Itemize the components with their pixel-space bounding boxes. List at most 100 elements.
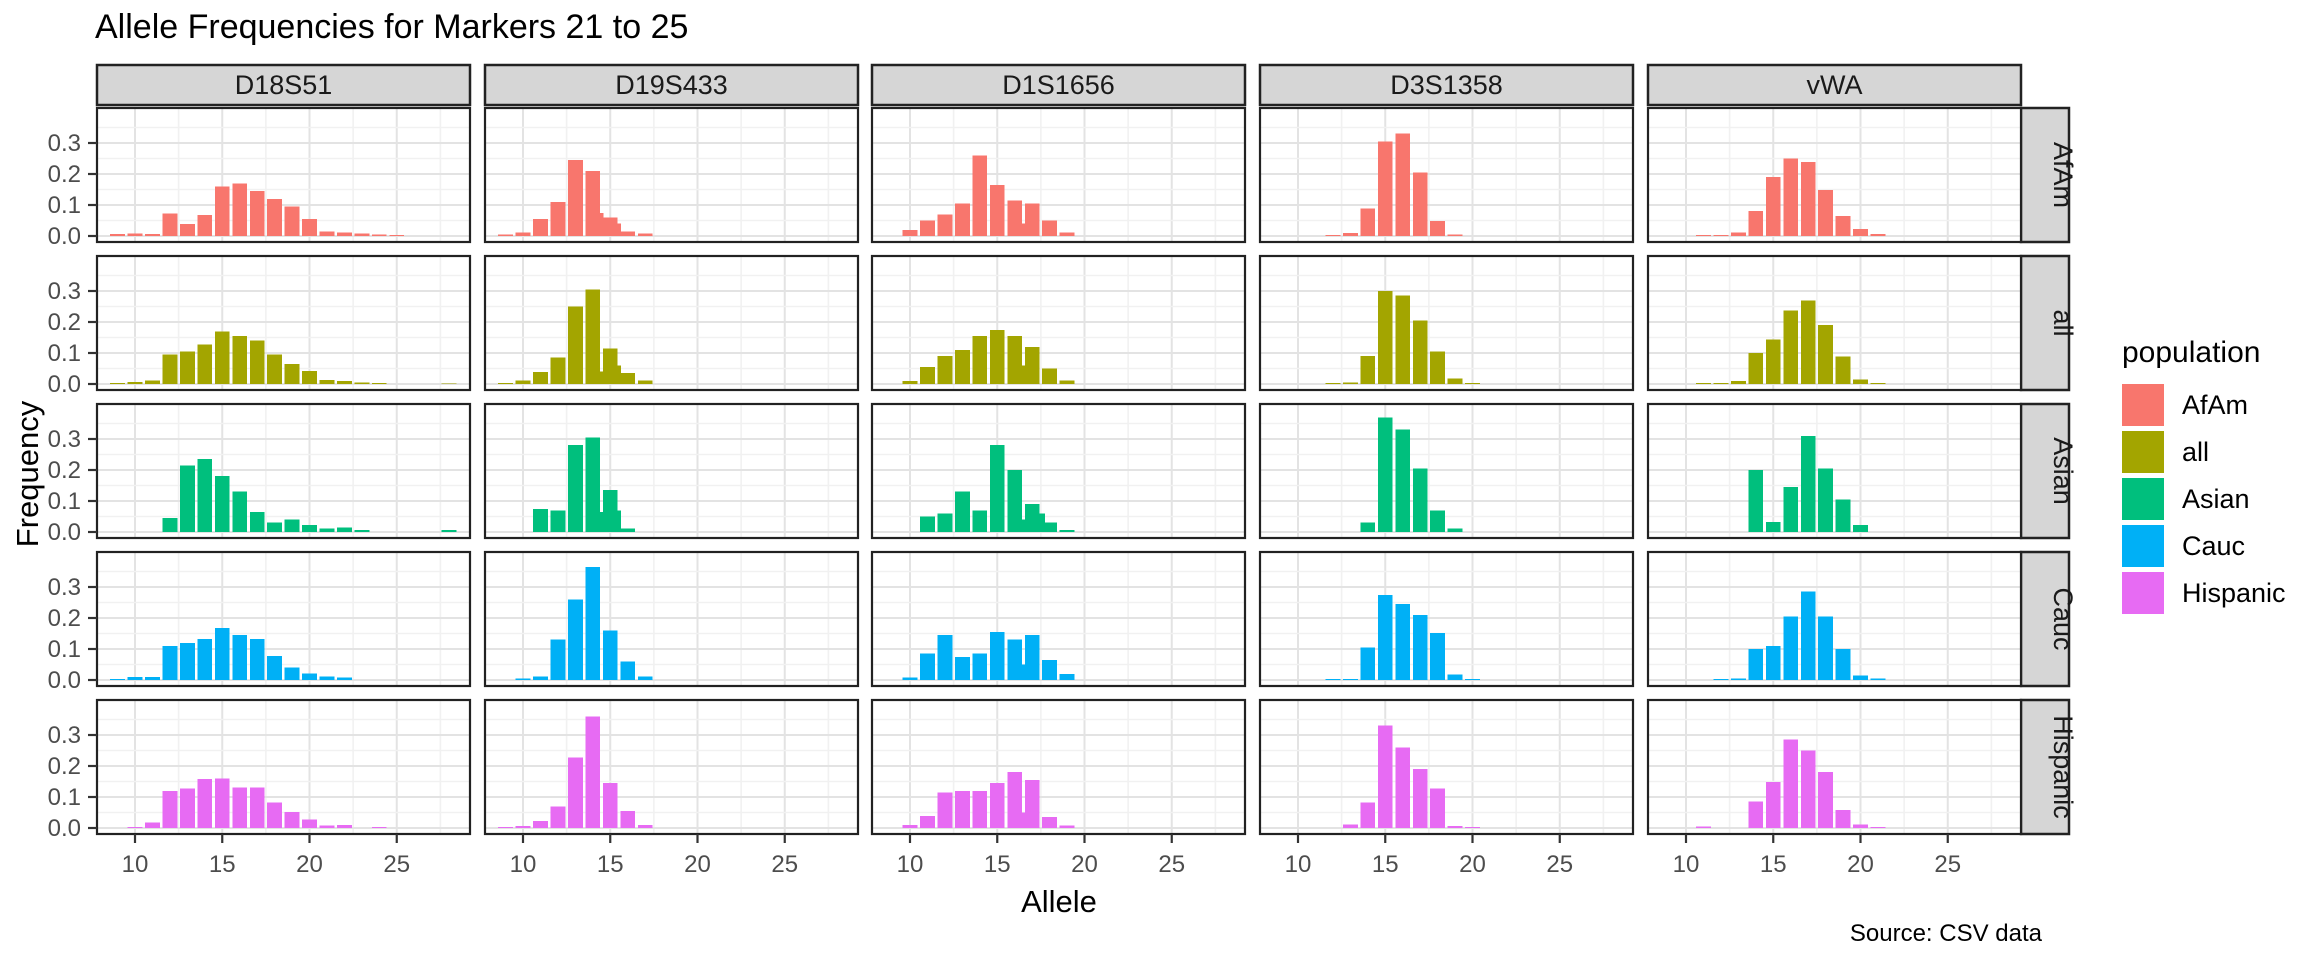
bar [602,783,618,828]
bar [498,382,513,384]
bar [302,673,317,680]
bar [232,183,248,236]
bar [567,160,583,236]
bar [284,206,300,236]
y-tick-label: 0.0 [48,519,81,546]
bar [1465,827,1480,828]
bar [567,306,583,384]
x-tick-label: 20 [684,851,711,878]
bar [972,155,988,236]
bar [1042,220,1057,236]
legend-swatch [2122,384,2164,426]
x-tick-label: 20 [1847,851,1874,878]
bar [110,678,125,680]
bar [179,788,195,828]
bar [145,380,160,384]
strip-label: Cauc [2048,587,2078,650]
bar [284,811,300,828]
facet-column-strip-vWA: vWA [1646,63,2023,107]
legend-label: Cauc [2182,530,2246,561]
bar [1042,817,1057,828]
bar [1012,365,1028,384]
x-tick-label: 20 [296,851,323,878]
bar [972,653,988,680]
bar [337,232,352,236]
legend-item-Asian: Asian [2122,478,2304,520]
bar [1783,616,1799,680]
bar [127,826,143,828]
bar [1430,788,1445,828]
panel-border [483,550,860,688]
bar [1395,747,1411,828]
bar [585,437,601,532]
bar [284,519,300,532]
legend-swatch [2122,525,2164,567]
bar [585,716,601,828]
bar [302,525,317,532]
legend-item-Hispanic: Hispanic [2122,572,2304,614]
strip-background [95,63,472,107]
panel-vWA-Cauc [1646,550,2023,688]
bar [162,213,178,236]
bar [179,465,195,532]
strip-label: Hispanic [2048,715,2078,819]
bar [989,184,1005,236]
facet-row-strip-AfAm: AfAm [2019,106,2078,244]
bar [637,676,653,680]
panel-D1S1656-Cauc [870,550,1247,688]
bar [145,234,160,236]
bar [515,380,531,384]
bar [1783,310,1799,384]
bar [920,220,935,236]
bar [1696,826,1711,828]
x-tick-label: 15 [1372,851,1399,878]
x-tick-label: 25 [771,851,798,878]
bar [179,642,195,680]
panel-D1S1656-AfAm [870,106,1247,244]
bar [1800,750,1816,828]
bar [515,232,531,236]
bar [1870,234,1886,236]
bar [989,631,1005,680]
x-tick-label: 25 [383,851,410,878]
y-tick-label: 0.0 [48,815,81,842]
bar [337,527,352,532]
bar [1818,325,1833,384]
bar [1412,172,1428,236]
bar [267,198,282,236]
facet-column-strip-D1S1656: D1S1656 [870,63,1247,107]
panel-D1S1656-Asian [870,402,1247,540]
x-tick-label: 10 [510,851,537,878]
bar [1748,211,1764,236]
bar [606,365,622,384]
panel-D1S1656-Hispanic [870,698,1247,836]
legend-swatch [2122,478,2164,520]
panel-border [1646,402,2023,540]
bar [249,340,265,384]
bar [197,459,213,532]
bar [989,783,1005,828]
bar [162,645,178,680]
bar [606,223,622,236]
bar [1029,513,1045,532]
bar [920,366,935,384]
bar [127,382,143,384]
bar [249,511,265,532]
bar [954,790,970,828]
strip-label: D18S51 [235,70,333,100]
bar [937,792,953,828]
bar [1853,675,1868,680]
bar [441,383,457,384]
panel-D18S51-all [95,254,472,392]
y-tick-label: 0.2 [48,605,81,632]
panel-D18S51-Cauc [95,550,472,688]
bar [337,824,352,828]
bar [1360,522,1376,532]
facet-row-strip-Asian: Asian [2019,402,2078,540]
bar [249,638,265,680]
facet-row-strip-all: all [2019,254,2078,392]
bar [214,476,230,532]
bar [533,372,548,384]
bar [1835,356,1851,384]
